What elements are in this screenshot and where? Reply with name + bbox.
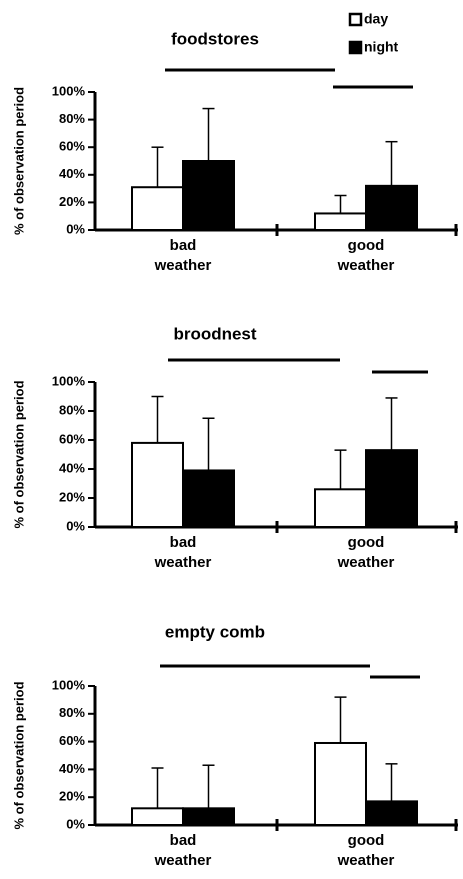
legend-label: day — [364, 11, 388, 27]
bar — [365, 800, 418, 826]
bar — [131, 186, 184, 231]
y-axis-label: % of observation period — [11, 681, 26, 829]
x-tick-label: good weather — [337, 534, 395, 571]
x-tick-label: bad weather — [154, 237, 212, 274]
y-tick-label: 20% — [59, 789, 85, 804]
y-tick-label: 20% — [59, 194, 85, 209]
bar — [314, 212, 367, 232]
bar — [182, 469, 235, 529]
y-tick-label: 100% — [52, 373, 86, 388]
legend-swatch — [348, 12, 363, 27]
x-tick-label: good weather — [337, 237, 395, 274]
y-tick-label: 100% — [52, 83, 86, 98]
bar — [365, 449, 418, 528]
y-tick-label: 80% — [59, 402, 85, 417]
x-tick-label: bad weather — [154, 534, 212, 571]
y-tick-label: 80% — [59, 111, 85, 126]
y-tick-label: 100% — [52, 677, 86, 692]
x-tick-label: good weather — [337, 832, 395, 869]
y-axis-label: % of observation period — [11, 380, 26, 528]
legend-label: night — [364, 39, 399, 55]
legend-swatch — [348, 40, 363, 55]
y-tick-label: 20% — [59, 489, 85, 504]
bar — [182, 160, 235, 231]
y-tick-label: 40% — [59, 460, 85, 475]
bar — [365, 184, 418, 231]
bar — [182, 807, 235, 827]
y-tick-label: 40% — [59, 166, 85, 181]
y-tick-label: 40% — [59, 761, 85, 776]
chart-title: empty comb — [165, 622, 265, 641]
chart-title: broodnest — [173, 324, 256, 343]
y-tick-label: 0% — [66, 221, 85, 236]
y-tick-label: 0% — [66, 518, 85, 533]
y-tick-label: 0% — [66, 816, 85, 831]
bar — [314, 741, 367, 826]
y-tick-label: 60% — [59, 431, 85, 446]
chart-title: foodstores — [171, 29, 259, 48]
bar — [131, 807, 184, 827]
y-tick-label: 60% — [59, 733, 85, 748]
bar — [131, 441, 184, 528]
y-tick-label: 60% — [59, 139, 85, 154]
x-tick-label: bad weather — [154, 832, 212, 869]
y-axis-label: % of observation period — [11, 87, 26, 235]
bar — [314, 488, 367, 528]
y-tick-label: 80% — [59, 705, 85, 720]
